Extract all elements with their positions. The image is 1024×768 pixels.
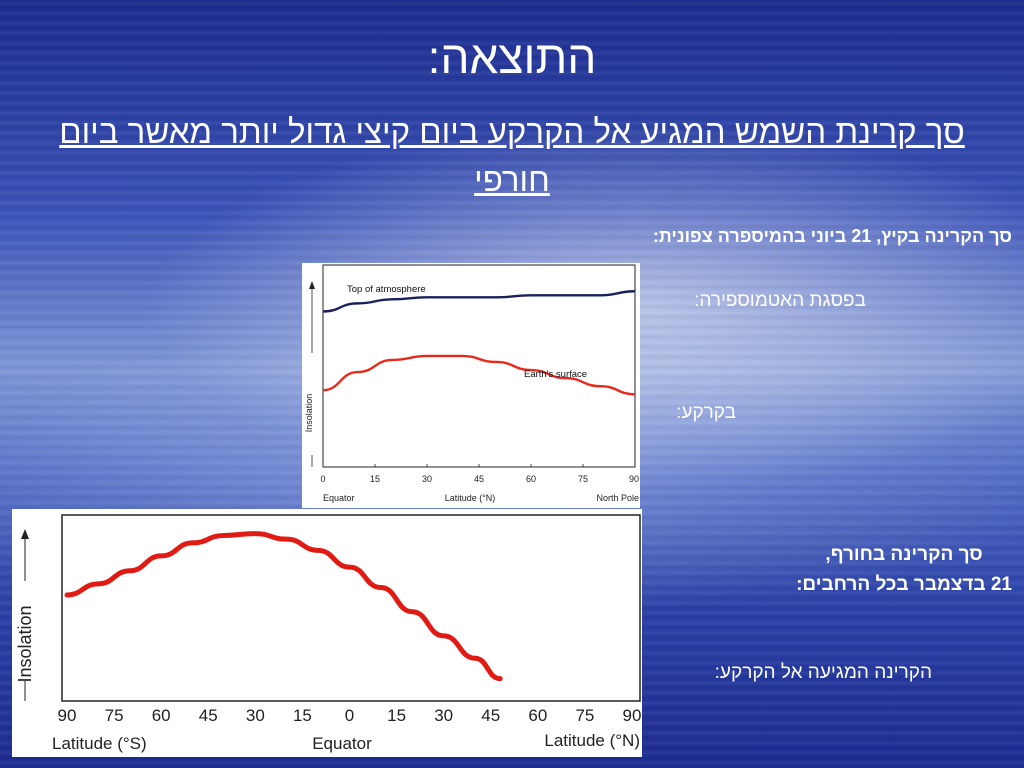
summer-chart-svg: 0 15 30 45 60 75 90 Insolation Equator Latitud… <box>304 264 639 503</box>
winter-heading-line2: 21 בדצמבר בכל הרחבים: <box>796 574 1012 595</box>
winter-x-center-label: Equator <box>312 734 372 753</box>
summer-x-axis-label: Latitude (°N) <box>445 493 496 503</box>
winter-x-tick-label: 90 <box>623 706 642 725</box>
winter-chart-svg: 90 75 60 45 30 15 0 15 30 45 60 75 90 Insolation Lat… <box>15 514 642 753</box>
surface-label: בקרקע: <box>676 402 736 423</box>
summer-series-line-0 <box>322 290 636 313</box>
winter-heading: סך הקרינה בחורף, 21 בדצמבר בכל הרחבים: <box>796 540 1012 600</box>
summer-chart: 0 15 30 45 60 75 90 Insolation Equator Latitud… <box>302 263 640 508</box>
slide-subtitle: סך קרינת השמש המגיע אל הקרקע ביום קיצי ג… <box>59 113 965 198</box>
slide-title: התוצאה: <box>427 31 597 83</box>
summer-x-tick-label: 15 <box>370 474 380 484</box>
summer-y-arrow-head <box>309 281 315 289</box>
winter-x-right-label: Latitude (°N) <box>544 731 640 750</box>
summer-x-tick-label: 45 <box>474 474 484 484</box>
winter-x-tick-label: 15 <box>293 706 312 725</box>
winter-x-tick-label: 15 <box>387 706 406 725</box>
winter-y-arrow-head <box>21 529 29 539</box>
winter-x-tick-label: 45 <box>199 706 218 725</box>
summer-x-tick-label: 0 <box>320 474 325 484</box>
summer-x-right-label: North Pole <box>596 493 639 503</box>
winter-x-tick-label: 90 <box>58 706 77 725</box>
summer-series-label-top: Top of atmosphere <box>347 284 426 295</box>
summer-x-tick-label: 60 <box>526 474 536 484</box>
summer-x-left-label: Equator <box>323 493 355 503</box>
winter-heading-line1: סך הקרינה בחורף, <box>825 544 983 565</box>
winter-y-axis-label: Insolation <box>15 605 35 682</box>
winter-ground-label: הקרינה המגיעה אל הקרקע: <box>714 662 932 683</box>
winter-x-tick-label: 0 <box>345 706 354 725</box>
top-atmosphere-label: בפסגת האטמוספירה: <box>694 290 866 311</box>
winter-chart: 90 75 60 45 30 15 0 15 30 45 60 75 90 Insolation Lat… <box>12 509 642 757</box>
winter-x-tick-label: 45 <box>481 706 500 725</box>
summer-series-label-surface: Earth's surface <box>524 369 587 380</box>
summer-heading: סך הקרינה בקיץ, 21 ביוני בהמיספרה צפונית… <box>652 226 1012 246</box>
summer-y-axis-label: Insolation <box>304 394 314 433</box>
winter-x-tick-label: 75 <box>105 706 124 725</box>
winter-series-line-0 <box>64 531 503 682</box>
winter-x-tick-label: 30 <box>434 706 453 725</box>
summer-series-line-1 <box>322 354 636 396</box>
winter-x-left-label: Latitude (°S) <box>52 734 147 753</box>
winter-plot-frame <box>61 514 641 702</box>
winter-x-tick-label: 60 <box>528 706 547 725</box>
summer-x-tick-label: 75 <box>578 474 588 484</box>
summer-x-tick-label: 30 <box>422 474 432 484</box>
winter-x-tick-label: 30 <box>246 706 265 725</box>
winter-x-tick-label: 75 <box>575 706 594 725</box>
summer-x-tick-label: 90 <box>629 474 639 484</box>
winter-x-tick-label: 60 <box>152 706 171 725</box>
